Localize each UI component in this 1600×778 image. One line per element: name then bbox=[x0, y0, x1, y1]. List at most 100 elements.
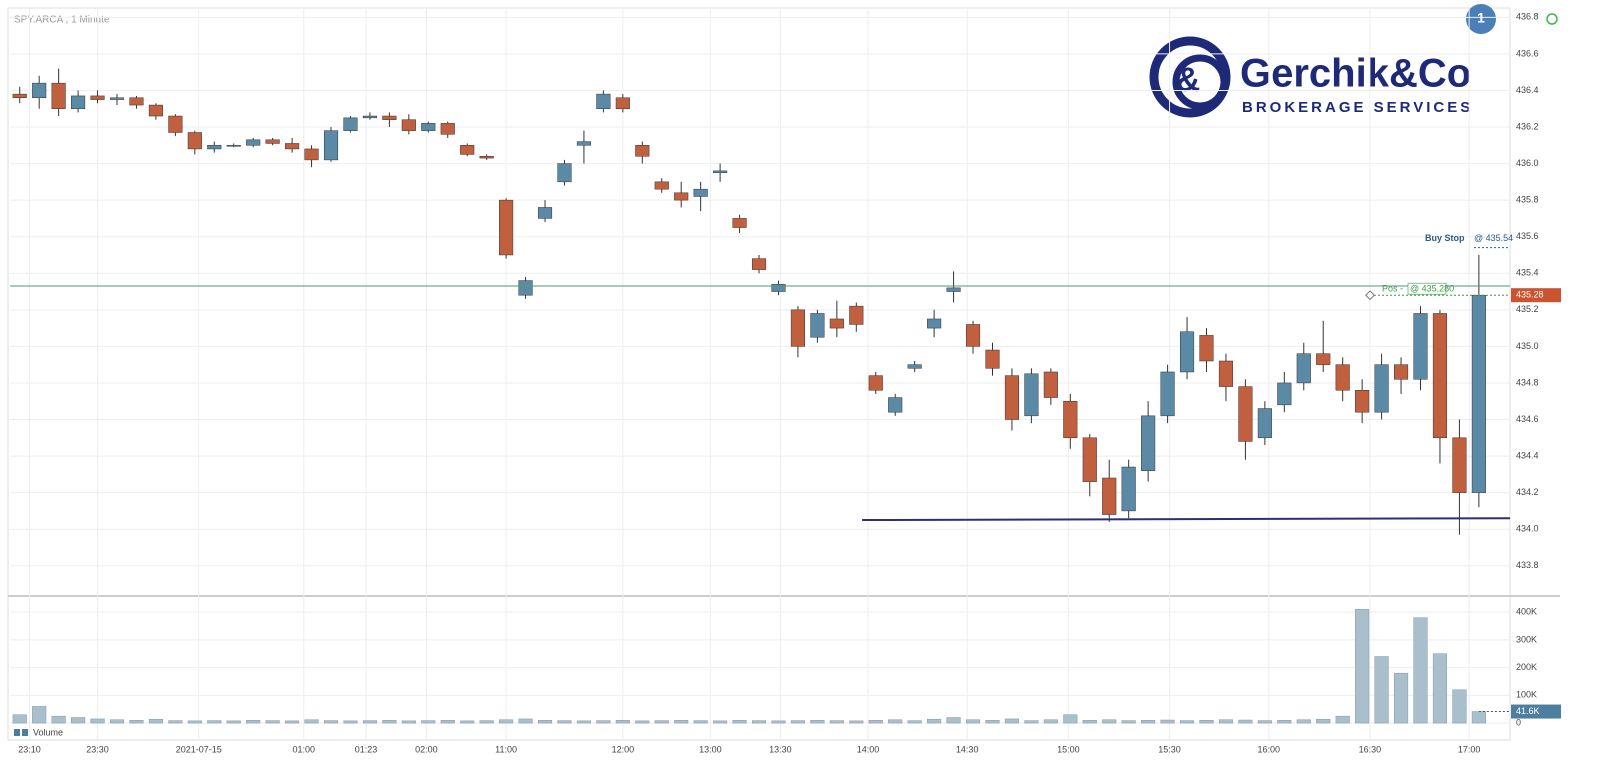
candle-body bbox=[1355, 390, 1370, 413]
volume-bar bbox=[732, 720, 747, 724]
candle-body bbox=[382, 115, 397, 120]
y-tick-label: 436.2 bbox=[1516, 121, 1539, 131]
candle-body bbox=[51, 82, 66, 109]
volume-bar bbox=[557, 720, 572, 724]
candle-body bbox=[207, 145, 222, 150]
logo-tagline: BROKERAGE SERVICES bbox=[1242, 99, 1473, 116]
volume-bar bbox=[810, 720, 825, 724]
candle-body bbox=[1102, 477, 1117, 515]
candle-body bbox=[1452, 437, 1467, 493]
position-price-box bbox=[1407, 282, 1447, 295]
x-tick-label: 02:00 bbox=[415, 744, 438, 754]
volume-bar bbox=[615, 720, 630, 724]
y-tick-label: 434.8 bbox=[1516, 377, 1539, 387]
candle-body bbox=[1024, 373, 1039, 417]
candle-body bbox=[868, 375, 883, 391]
candle-body bbox=[1199, 335, 1214, 362]
volume-tick-label: 400K bbox=[1516, 607, 1537, 617]
volume-bar bbox=[1199, 720, 1214, 724]
volume-bar bbox=[401, 720, 416, 724]
logo-name: Gerchik&Co bbox=[1240, 52, 1471, 96]
volume-bar bbox=[1452, 689, 1467, 724]
volume-bar bbox=[129, 720, 144, 724]
candle-body bbox=[168, 115, 183, 133]
candle-body bbox=[965, 324, 981, 347]
volume-bar bbox=[576, 720, 591, 724]
candle-body bbox=[1121, 466, 1136, 512]
candle-body bbox=[1004, 375, 1020, 420]
candle-body bbox=[285, 143, 300, 150]
x-tick-label: 13:30 bbox=[769, 744, 792, 754]
candle-body bbox=[849, 305, 864, 325]
x-tick-label: 15:00 bbox=[1057, 744, 1080, 754]
candle-body bbox=[1393, 364, 1409, 380]
y-tick-label: 434.2 bbox=[1516, 487, 1539, 497]
volume-bar bbox=[362, 720, 377, 724]
candle-body bbox=[1432, 313, 1448, 439]
y-tick-label: 435.6 bbox=[1516, 231, 1539, 241]
candle-body bbox=[440, 123, 455, 135]
x-tick-label: 15:30 bbox=[1158, 744, 1181, 754]
candle-body bbox=[927, 318, 942, 329]
volume-bar bbox=[32, 706, 47, 724]
volume-bar bbox=[518, 718, 533, 724]
volume-bar bbox=[90, 718, 105, 724]
volume-bar bbox=[1471, 711, 1486, 724]
candle-body bbox=[674, 192, 689, 201]
x-tick-label: 16:30 bbox=[1359, 744, 1382, 754]
y-tick-label: 436.0 bbox=[1516, 158, 1539, 168]
volume-tick-label: 200K bbox=[1516, 662, 1537, 672]
volume-bar bbox=[596, 720, 611, 724]
candle-body bbox=[32, 82, 47, 98]
candle-body bbox=[90, 95, 105, 100]
candle-body bbox=[615, 97, 630, 109]
volume-tick-label: 0 bbox=[1516, 717, 1521, 727]
candle-body bbox=[1238, 386, 1253, 442]
volume-bar bbox=[168, 720, 183, 724]
legend-swatch bbox=[22, 729, 28, 736]
candle-body bbox=[479, 156, 494, 159]
candle-body bbox=[751, 258, 767, 270]
x-tick-label: 2021-07-15 bbox=[176, 744, 222, 754]
volume-bar bbox=[148, 718, 163, 724]
volume-bar bbox=[1393, 672, 1409, 724]
candle-body bbox=[576, 141, 591, 146]
volume-bar bbox=[849, 720, 864, 724]
volume-bar bbox=[946, 717, 961, 724]
badge[interactable] bbox=[1466, 4, 1496, 34]
candle-body bbox=[654, 181, 669, 190]
candle-body bbox=[187, 132, 202, 150]
volume-bar bbox=[1374, 656, 1389, 724]
candle-body bbox=[1296, 353, 1311, 384]
candle-body bbox=[1218, 360, 1234, 387]
legend-swatch bbox=[14, 729, 20, 736]
y-tick-label: 435.4 bbox=[1516, 268, 1539, 278]
x-tick-label: 23:30 bbox=[86, 744, 109, 754]
candle-body bbox=[460, 145, 475, 155]
volume-bar bbox=[1277, 720, 1292, 724]
volume-bar bbox=[1316, 718, 1331, 724]
volume-bar bbox=[868, 720, 883, 724]
volume-bar bbox=[1121, 720, 1136, 724]
candle-body bbox=[1141, 415, 1156, 471]
volume-bar bbox=[1355, 609, 1370, 724]
x-tick-label: 11:00 bbox=[495, 744, 517, 754]
x-tick-label: 12:00 bbox=[612, 744, 635, 754]
y-tick-label: 436.8 bbox=[1516, 12, 1539, 22]
candle-body bbox=[713, 170, 728, 173]
candle-body bbox=[499, 199, 514, 256]
volume-bar bbox=[693, 720, 708, 724]
volume-bar bbox=[51, 715, 66, 724]
volume-tick-label: 100K bbox=[1516, 690, 1537, 700]
last-price-label: 435.28 bbox=[1516, 290, 1544, 300]
volume-bar bbox=[265, 720, 280, 724]
y-tick-label: 434.4 bbox=[1516, 450, 1539, 460]
volume-bar bbox=[246, 720, 261, 724]
volume-bar bbox=[1004, 718, 1020, 724]
candle-body bbox=[1063, 400, 1078, 439]
y-tick-label: 435.0 bbox=[1516, 341, 1539, 351]
legend-label: Volume bbox=[33, 727, 63, 737]
volume-bar bbox=[537, 720, 553, 724]
volume-bar bbox=[1141, 720, 1156, 724]
